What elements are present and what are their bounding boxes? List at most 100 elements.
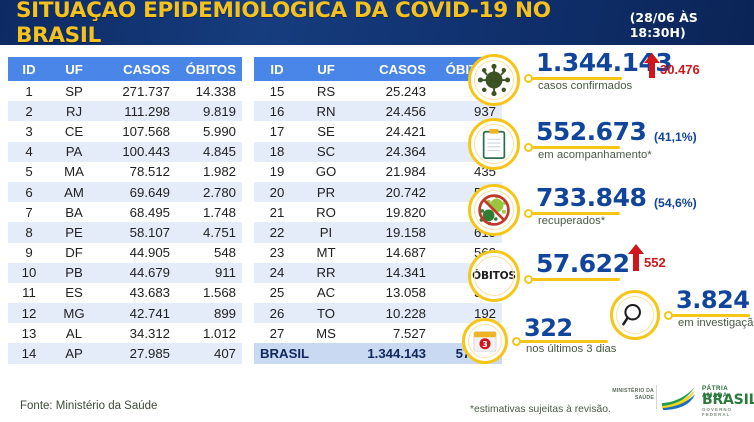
cell-id: 5: [25, 164, 33, 180]
cell-casos: 19.158: [385, 224, 426, 240]
cell-obitos: 911: [214, 265, 236, 281]
cell-id: 18: [269, 144, 285, 160]
stat-value: 322: [524, 314, 573, 342]
cell-obitos: 192: [473, 305, 496, 321]
cell-uf: PA: [65, 144, 83, 160]
column-header-uf: UF: [300, 57, 352, 81]
table-row: 13 AL 34.312 1.012: [8, 323, 242, 344]
table-header-row: ID UF CASOS ÓBITOS: [8, 57, 242, 81]
ministry-line-1: MINISTÉRIO DA: [612, 388, 654, 394]
cell-uf: PB: [65, 265, 83, 281]
cell-id: 17: [269, 123, 285, 139]
cell-uf: SP: [65, 83, 83, 99]
cell-casos: 44.905: [129, 245, 170, 261]
column-header-id: ID: [254, 57, 300, 81]
cell-obitos: 4.845: [202, 144, 236, 160]
table-row: 2 RJ 111.298 9.819: [8, 101, 242, 122]
cell-id: 6: [25, 184, 33, 200]
cell-id: 11: [22, 285, 36, 301]
cell-uf: RS: [316, 83, 336, 99]
cell-uf: CE: [64, 123, 84, 139]
column-header-uf: UF: [50, 57, 98, 81]
cell-id: 12: [21, 305, 37, 321]
cell-casos: 14.341: [385, 265, 426, 281]
brasil-wordmark: BRASIL: [702, 392, 754, 408]
cell-uf: DF: [65, 245, 83, 261]
page-header: SITUAÇÃO EPIDEMIOLÓGICA DA COVID-19 NO B…: [0, 0, 754, 48]
clipboard-icon: [468, 118, 520, 170]
cell-casos: 68.495: [129, 204, 170, 220]
table-row: 3 CE 107.568 5.990: [8, 121, 242, 142]
cell-obitos: 1.748: [202, 204, 236, 220]
cell-uf: PI: [319, 224, 333, 240]
cell-uf: PR: [316, 184, 336, 200]
connector-rule: [532, 146, 620, 149]
total-casos: 1.344.143: [352, 343, 434, 364]
ministry-logo-text: MINISTÉRIO DA SAÚDE: [608, 388, 654, 402]
cell-obitos: 9.819: [202, 103, 236, 119]
stat-delta: 30.476: [660, 62, 700, 77]
cell-obitos: 548: [213, 245, 236, 261]
table-row: 5 MA 78.512 1.982: [8, 161, 242, 182]
cell-id: 13: [21, 325, 37, 341]
table-row: 14 AP 27.985 407: [8, 343, 242, 364]
cell-casos: 21.984: [385, 164, 426, 180]
cell-uf: SE: [317, 123, 335, 139]
cell-obitos: 5.990: [202, 123, 236, 139]
cell-casos: 27.985: [129, 346, 170, 362]
cell-casos: 10.228: [385, 305, 426, 321]
obitos-text-icon: ÓBITOS: [468, 250, 520, 302]
cell-id: 16: [269, 103, 285, 119]
estimates-note: *estimativas sujeitas à revisão.: [470, 404, 611, 415]
cell-id: 4: [25, 144, 33, 160]
cell-casos: 43.683: [129, 285, 170, 301]
cell-id: 24: [269, 265, 285, 281]
connector-rule: [672, 314, 750, 317]
stat-value: 552.673: [536, 117, 647, 146]
virus-icon: [468, 54, 520, 106]
cell-uf: RR: [316, 265, 336, 281]
cell-uf: RJ: [65, 103, 83, 119]
cell-uf: RO: [316, 204, 336, 220]
column-header-casos: CASOS: [352, 57, 434, 81]
cell-id: 15: [269, 83, 285, 99]
cell-obitos: 4.751: [202, 224, 236, 240]
table-row: 19 GO 21.984 435: [254, 161, 502, 182]
cell-obitos: 1.012: [202, 325, 236, 341]
cell-uf: RN: [316, 103, 336, 119]
stat-label: recuperados*: [538, 215, 606, 227]
connector-rule: [520, 340, 608, 343]
cell-casos: 78.512: [129, 164, 170, 180]
cell-id: 22: [269, 224, 285, 240]
cell-casos: 58.107: [129, 224, 170, 240]
table-row: 26 TO 10.228 192: [254, 303, 502, 324]
cell-uf: ES: [65, 285, 83, 301]
summary-stats-panel: 1.344.143 30.476 casos confirmados 552.6…: [462, 48, 754, 378]
table-row: 11 ES 43.683 1.568: [8, 282, 242, 304]
ministry-line-2: SAÚDE: [634, 395, 654, 402]
cell-casos: 271.737: [122, 83, 170, 99]
cell-id: 10: [21, 265, 37, 281]
column-header-casos: CASOS: [98, 57, 178, 81]
cell-casos: 107.568: [122, 123, 170, 139]
stat-value: 733.848: [536, 183, 647, 212]
calendar-3-icon: 3: [462, 318, 508, 364]
cell-casos: 25.243: [385, 83, 426, 99]
cell-uf: MS: [316, 325, 336, 341]
table-row: 4 PA 100.443 4.845: [8, 141, 242, 162]
cell-obitos: 14.338: [195, 83, 236, 99]
cell-obitos: 1.568: [202, 285, 236, 301]
table-states-left: ID UF CASOS ÓBITOS 1 SP 271.737 14.338 2 RJ 11…: [8, 57, 242, 364]
government-logo: MINISTÉRIO DA SAÚDE PÁTRIA AMADA BRASIL …: [608, 382, 754, 417]
cell-id: 21: [269, 204, 285, 220]
magnifier-icon: [610, 290, 660, 340]
cell-id: 20: [269, 184, 285, 200]
page-title: SITUAÇÃO EPIDEMIOLÓGICA DA COVID-19 NO B…: [16, 0, 551, 48]
cell-id: 19: [269, 164, 285, 180]
stat-value: 57.622: [536, 249, 630, 278]
cell-casos: 13.058: [385, 285, 426, 301]
cell-casos: 69.649: [129, 184, 170, 200]
cell-id: 3: [25, 123, 33, 139]
cell-casos: 100.443: [122, 144, 170, 160]
table-row: 9 DF 44.905 548: [8, 242, 242, 263]
